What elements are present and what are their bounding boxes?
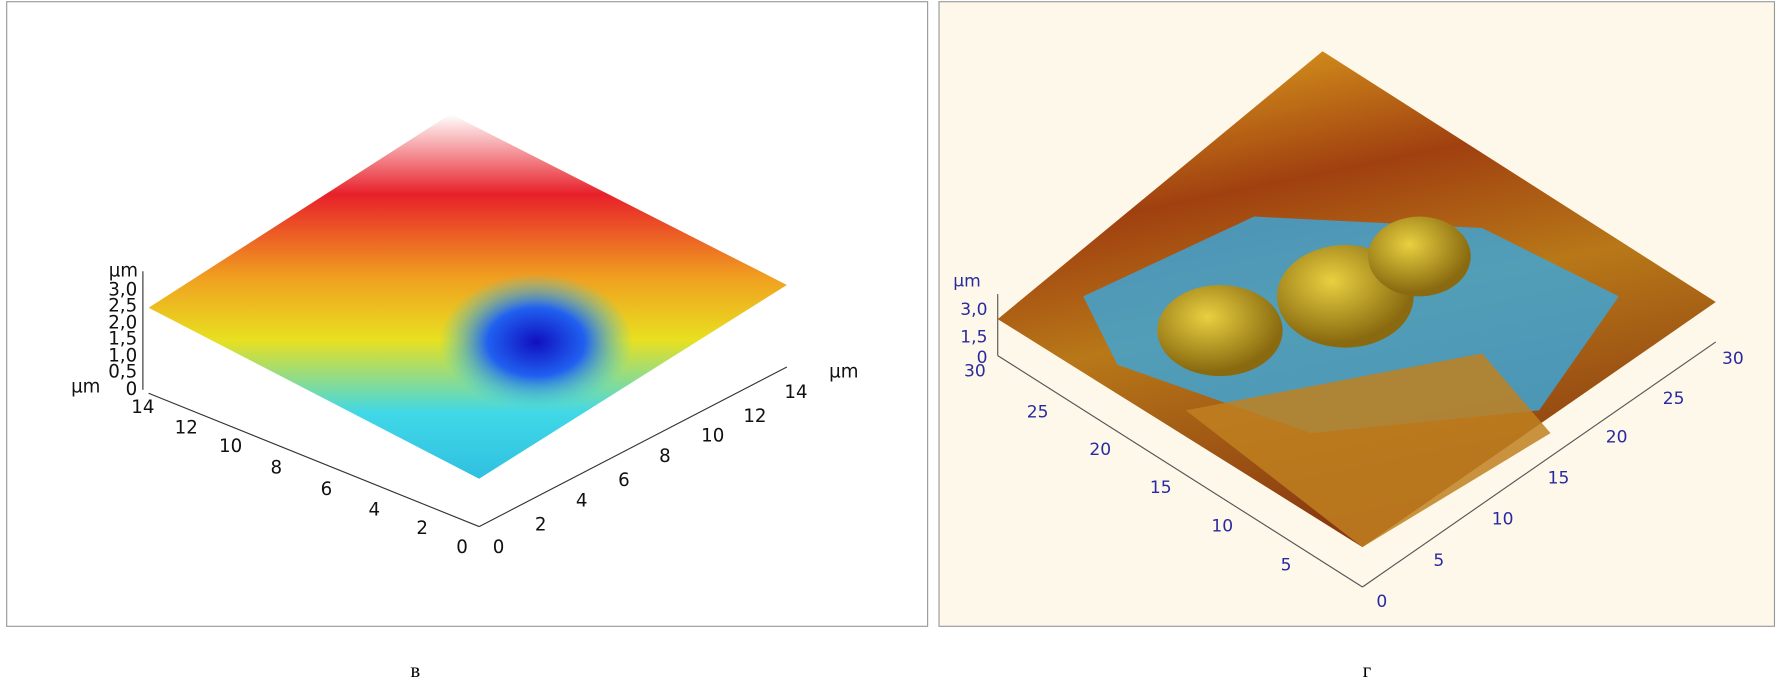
z-tick-label: 3,0 (960, 300, 987, 320)
x-axis (478, 366, 788, 528)
z-tick-label: 1,5 (960, 327, 987, 347)
x-tick-label: 25 (1663, 389, 1685, 409)
surface-slope (1185, 353, 1551, 548)
y-axis (997, 355, 1363, 588)
y-tick-label: 25 (1027, 403, 1049, 423)
y-tick-label: 5 (1281, 555, 1292, 575)
x-tick-label: 5 (1433, 551, 1444, 571)
y-tick-label: 2 (416, 518, 428, 539)
x-tick-label: 10 (701, 426, 724, 447)
surface-grain (1157, 284, 1283, 377)
surface-grain (1368, 216, 1471, 297)
x-tick-label: 0 (493, 537, 505, 558)
z-tick-label: 0,5 (108, 362, 137, 383)
z-tick-label: 2,0 (108, 313, 137, 334)
x-tick-label: 20 (1606, 428, 1628, 448)
y-tick-label: 10 (1211, 517, 1233, 537)
z-tick-label: 1,5 (108, 329, 137, 350)
caption: г (1363, 660, 1371, 682)
x-tick-label: 8 (659, 446, 671, 467)
x-unit: µm (829, 362, 858, 383)
z-tick-label: 0 (977, 348, 988, 368)
y-tick-label: 8 (270, 457, 282, 478)
x-tick-label: 30 (1722, 349, 1744, 369)
x-tick-label: 4 (576, 490, 588, 511)
x-axis (1362, 341, 1717, 588)
z-tick-label: 2,5 (108, 296, 137, 317)
panel-right: µm 3,0 1,5 0 30 25 20 15 10 5 0 5 10 15 … (938, 1, 1776, 627)
y-tick-label: 15 (1150, 478, 1172, 498)
y-tick-label: 4 (368, 500, 380, 521)
z-unit: µm (953, 272, 981, 292)
caption: в (410, 660, 420, 682)
y-tick-label: 0 (1376, 592, 1387, 612)
x-tick-label: 14 (784, 382, 807, 403)
panel-left: µm 3,0 2,5 2,0 1,5 1,0 0,5 0 µm 14 12 10… (6, 1, 929, 627)
y-tick-label: 20 (1089, 440, 1111, 460)
x-tick-label: 2 (535, 514, 547, 535)
y-tick-label: 14 (131, 397, 154, 418)
y-tick-label: 0 (456, 537, 468, 558)
y-unit: µm (71, 377, 100, 398)
y-tick-label: 6 (321, 479, 333, 500)
x-tick-label: 10 (1492, 510, 1514, 530)
surface-pit (439, 273, 633, 411)
x-tick-label: 15 (1548, 469, 1570, 489)
y-tick-label: 12 (175, 418, 198, 439)
y-axis (148, 392, 480, 528)
x-tick-label: 12 (743, 406, 766, 427)
x-tick-label: 6 (618, 470, 630, 491)
y-tick-label: 10 (219, 436, 242, 457)
z-unit: µm (109, 260, 138, 281)
z-tick-label: 1,0 (108, 346, 137, 367)
z-tick-label: 0 (126, 379, 138, 400)
y-tick-label: 30 (964, 362, 986, 382)
z-tick-label: 3,0 (108, 280, 137, 301)
